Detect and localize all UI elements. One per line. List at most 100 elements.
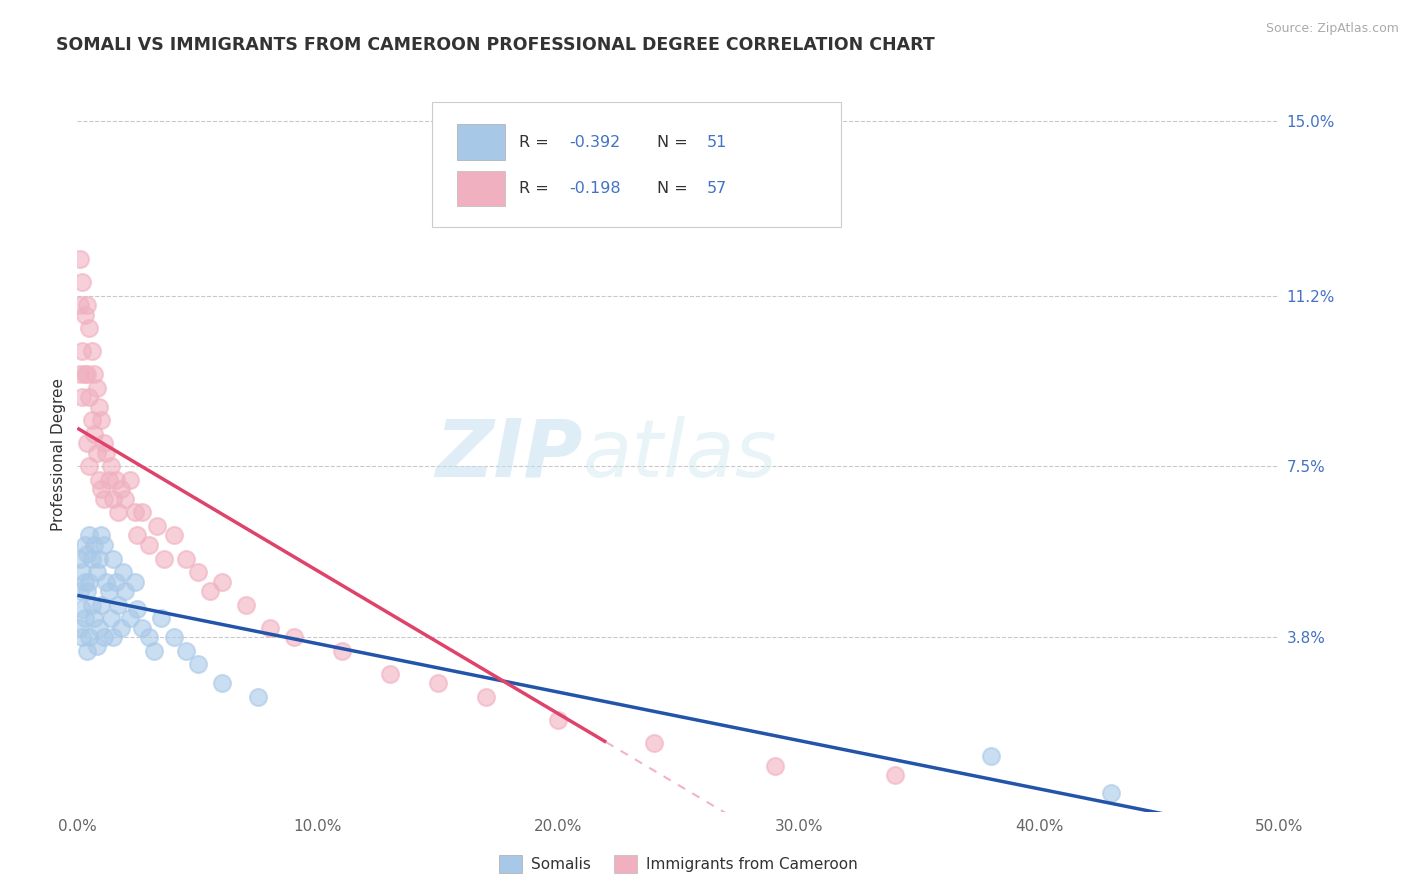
Point <box>283 630 305 644</box>
Text: R =: R = <box>519 135 554 150</box>
Point <box>96 574 118 589</box>
Point <box>90 598 112 612</box>
Point <box>69 368 91 382</box>
Point <box>93 491 115 506</box>
Point <box>93 436 115 450</box>
Point <box>86 381 108 395</box>
Point <box>76 368 98 382</box>
Point <box>763 758 786 772</box>
Point <box>76 583 98 598</box>
Point <box>73 538 96 552</box>
Point <box>153 551 176 566</box>
Point <box>138 630 160 644</box>
Point <box>103 551 125 566</box>
Point <box>83 427 105 442</box>
Point <box>145 519 167 533</box>
Point <box>73 368 96 382</box>
Point <box>100 611 122 625</box>
Text: N =: N = <box>657 181 693 196</box>
Point <box>427 675 450 690</box>
Point <box>883 768 905 782</box>
Point <box>97 473 120 487</box>
Point <box>110 483 132 497</box>
Point <box>87 400 110 414</box>
Point <box>93 538 115 552</box>
Point <box>70 602 93 616</box>
Text: R =: R = <box>519 181 554 196</box>
Point <box>80 413 103 427</box>
Point <box>235 598 257 612</box>
Point <box>103 630 125 644</box>
Point <box>83 368 105 382</box>
FancyBboxPatch shape <box>457 170 505 206</box>
Point <box>475 690 498 704</box>
Point <box>131 506 153 520</box>
Point <box>162 528 184 542</box>
Point <box>150 611 173 625</box>
Point <box>80 344 103 359</box>
Point <box>259 621 281 635</box>
Point <box>104 473 127 487</box>
Point <box>547 713 569 727</box>
Point <box>643 736 665 750</box>
Point <box>980 749 1002 764</box>
Point <box>186 657 209 672</box>
Point <box>69 621 91 635</box>
Point <box>246 690 269 704</box>
Text: Source: ZipAtlas.com: Source: ZipAtlas.com <box>1265 22 1399 36</box>
Point <box>70 566 93 580</box>
Legend: Somalis, Immigrants from Cameroon: Somalis, Immigrants from Cameroon <box>494 849 863 879</box>
Point <box>96 445 118 459</box>
Point <box>83 611 105 625</box>
Point <box>186 566 209 580</box>
Point <box>76 436 98 450</box>
Point <box>69 298 91 312</box>
Text: SOMALI VS IMMIGRANTS FROM CAMEROON PROFESSIONAL DEGREE CORRELATION CHART: SOMALI VS IMMIGRANTS FROM CAMEROON PROFE… <box>56 36 935 54</box>
Point <box>174 551 197 566</box>
Point <box>69 583 91 598</box>
Point <box>79 459 101 474</box>
Text: N =: N = <box>657 135 693 150</box>
Point <box>79 390 101 404</box>
Point <box>70 275 93 289</box>
Point <box>211 574 233 589</box>
Point <box>90 413 112 427</box>
Point <box>120 473 142 487</box>
Point <box>107 598 129 612</box>
Point <box>127 528 149 542</box>
Point <box>70 344 93 359</box>
Point <box>79 574 101 589</box>
Point <box>174 643 197 657</box>
Point <box>86 639 108 653</box>
Point <box>70 630 93 644</box>
Point <box>76 298 98 312</box>
Point <box>114 491 136 506</box>
Point <box>86 445 108 459</box>
Text: 57: 57 <box>707 181 727 196</box>
Point <box>79 528 101 542</box>
Point <box>330 643 353 657</box>
Point <box>73 611 96 625</box>
Point <box>131 621 153 635</box>
Point <box>90 528 112 542</box>
Point <box>378 666 401 681</box>
Point <box>83 538 105 552</box>
Text: ZIP: ZIP <box>434 416 582 494</box>
Point <box>1099 786 1122 800</box>
Y-axis label: Professional Degree: Professional Degree <box>51 378 66 532</box>
Text: atlas: atlas <box>582 416 778 494</box>
Text: 51: 51 <box>707 135 728 150</box>
Text: -0.198: -0.198 <box>569 181 620 196</box>
Point <box>143 643 166 657</box>
Point <box>104 574 127 589</box>
Point <box>73 574 96 589</box>
Point <box>87 621 110 635</box>
Point <box>80 551 103 566</box>
Point <box>103 491 125 506</box>
Point <box>124 506 146 520</box>
Point <box>107 506 129 520</box>
Text: -0.392: -0.392 <box>569 135 620 150</box>
Point <box>198 583 221 598</box>
Point <box>86 566 108 580</box>
Point <box>73 308 96 322</box>
